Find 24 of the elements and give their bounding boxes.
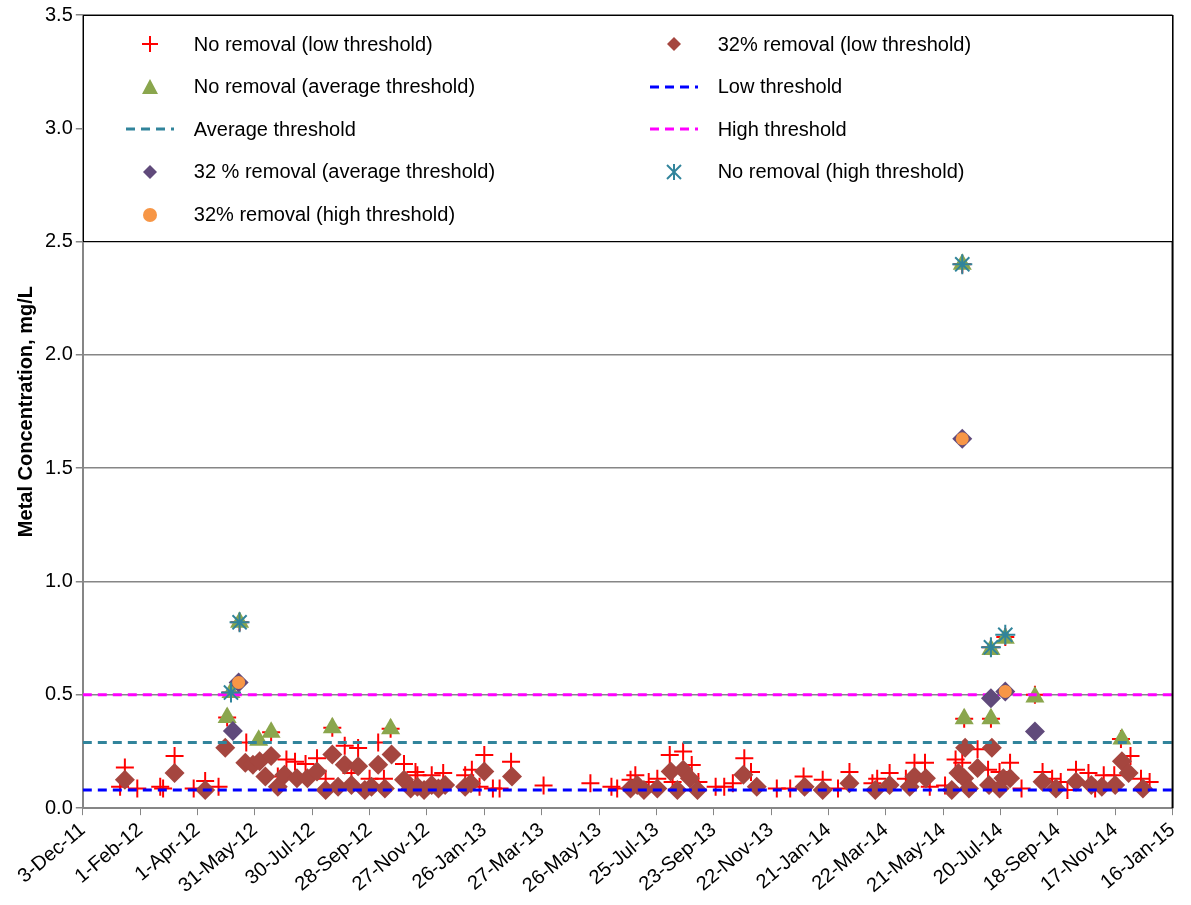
point bbox=[217, 706, 237, 724]
legend-label: High threshold bbox=[717, 117, 847, 141]
point bbox=[981, 707, 1001, 725]
point bbox=[261, 721, 281, 738]
y-tick-label: 1.0 bbox=[44, 569, 73, 592]
y-tick-label: 2.5 bbox=[44, 229, 73, 252]
legend-label: 32% removal (high threshold) bbox=[193, 203, 456, 227]
y-tick-label: 0.5 bbox=[44, 682, 73, 705]
legend-label: No removal (low threshold) bbox=[193, 32, 433, 56]
y-tick-label: 3.5 bbox=[44, 2, 73, 25]
y-tick-label: 3.0 bbox=[44, 115, 73, 138]
y-tick-label: 0.0 bbox=[44, 795, 73, 818]
point bbox=[954, 707, 974, 725]
legend-label: No removal (average threshold) bbox=[193, 75, 476, 99]
legend-label: Average threshold bbox=[193, 117, 356, 141]
legend-label: Low threshold bbox=[717, 75, 843, 99]
legend-label: No removal (high threshold) bbox=[717, 160, 965, 184]
point bbox=[381, 717, 401, 735]
legend-label: 32 % removal (average threshold) bbox=[193, 160, 496, 184]
y-tick-label: 1.5 bbox=[44, 455, 73, 478]
legend-label: 32% removal (low threshold) bbox=[717, 32, 972, 56]
point bbox=[322, 716, 342, 734]
y-axis-title: Metal Concentration, mg/L bbox=[13, 286, 36, 538]
y-tick-label: 2.0 bbox=[44, 342, 73, 365]
